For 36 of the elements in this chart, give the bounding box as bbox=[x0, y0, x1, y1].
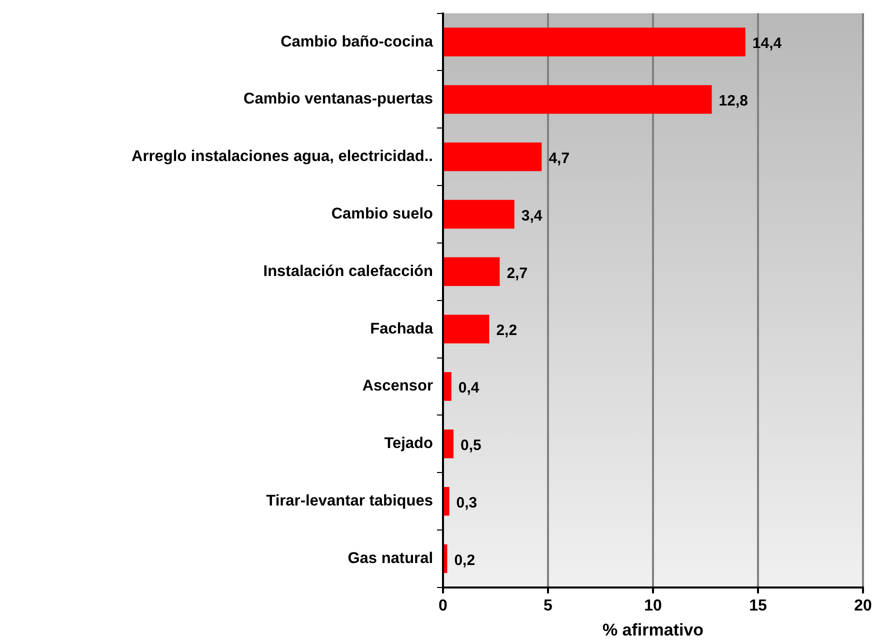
bar bbox=[444, 314, 490, 344]
bar bbox=[444, 486, 450, 516]
y-tick-label: Fachada bbox=[370, 320, 434, 338]
x-tick-label: 0 bbox=[438, 597, 448, 614]
y-tick-label: Cambio suelo bbox=[331, 206, 433, 223]
bar bbox=[444, 142, 542, 172]
y-tick-label: Arreglo instalaciones agua, electricidad.. bbox=[132, 148, 433, 166]
data-label: 0,3 bbox=[456, 494, 478, 512]
bar bbox=[444, 372, 452, 401]
x-tick-label: 10 bbox=[644, 597, 662, 614]
bar bbox=[444, 257, 500, 286]
data-label: 3,4 bbox=[521, 207, 543, 224]
data-label: 0,2 bbox=[454, 552, 476, 569]
bar bbox=[444, 200, 514, 229]
bar bbox=[444, 544, 448, 574]
data-label: 14,4 bbox=[752, 35, 782, 52]
y-tick-label: Tejado bbox=[384, 435, 433, 452]
y-tick-label: Tirar-levantar tabiques bbox=[266, 492, 433, 510]
bar bbox=[444, 28, 746, 56]
data-label: 2,7 bbox=[506, 264, 528, 282]
y-tick-label: Cambio ventanas-puertas bbox=[244, 90, 433, 108]
bar bbox=[444, 85, 712, 114]
bar bbox=[444, 430, 454, 458]
data-label: 0,4 bbox=[458, 380, 480, 397]
data-label: 4,7 bbox=[548, 150, 570, 167]
x-tick-label: 20 bbox=[854, 597, 872, 614]
y-tick-label: Instalación calefacción bbox=[263, 262, 433, 280]
data-label: 0,5 bbox=[460, 437, 482, 454]
y-tick-label: Gas natural bbox=[348, 550, 433, 567]
y-tick-label: Ascensor bbox=[362, 378, 433, 395]
data-label: 12,8 bbox=[718, 92, 748, 110]
x-tick-label: 5 bbox=[544, 597, 553, 614]
y-tick-label: Cambio baño-cocina bbox=[280, 33, 434, 50]
x-tick-label: 15 bbox=[749, 597, 767, 614]
data-label: 2,2 bbox=[496, 322, 518, 340]
x-axis-title: % afirmativo bbox=[602, 620, 704, 640]
